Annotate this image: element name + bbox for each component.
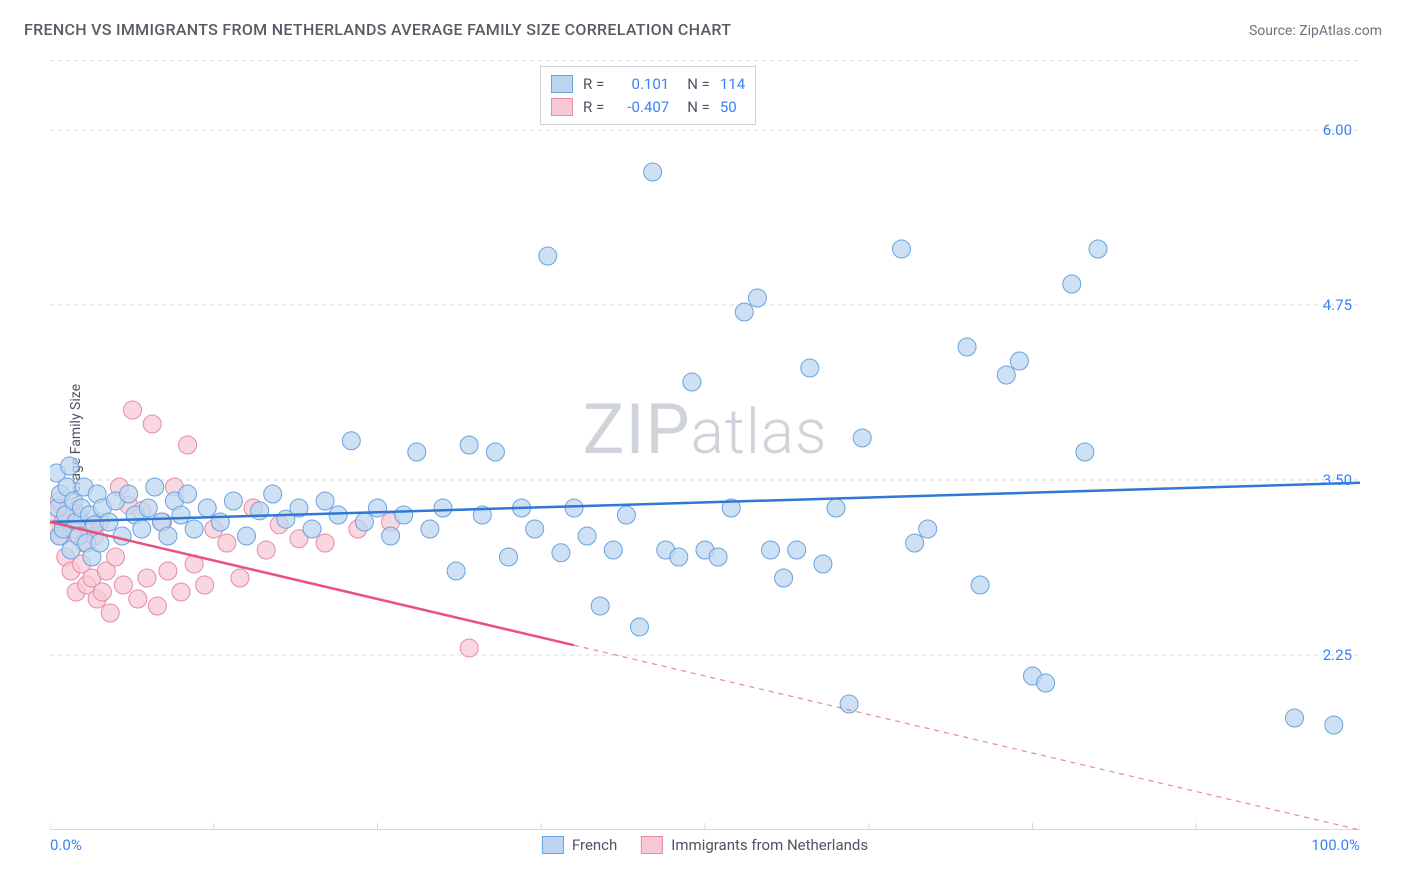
plot-area: ZIPatlas R =0.101N =114R =-0.407N =50 Fr… — [50, 60, 1360, 830]
legend-series-item: Immigrants from Netherlands — [641, 836, 868, 854]
legend-swatch — [641, 836, 663, 854]
legend-swatch — [551, 98, 573, 116]
legend-swatch — [551, 75, 573, 93]
chart-svg — [50, 60, 1360, 830]
legend-r-label: R = — [583, 73, 604, 96]
source-citation: Source: ZipAtlas.com — [1249, 23, 1382, 39]
legend-correlation-row: R = 0.101 N = 114 — [551, 73, 745, 96]
y-tick-label: 2.25 — [1323, 646, 1352, 664]
legend-swatch — [542, 836, 564, 854]
legend-correlation-row: R = -0.407 N = 50 — [551, 96, 745, 119]
legend-r-label: R = — [583, 96, 604, 119]
y-tick-label: 4.75 — [1323, 296, 1352, 314]
legend-r-value: -0.407 — [614, 96, 669, 119]
legend-series-label: French — [572, 836, 617, 854]
legend-n-value: 114 — [720, 73, 745, 96]
legend-series-item: French — [542, 836, 617, 854]
x-tick-label: 100.0% — [1311, 836, 1360, 854]
y-tick-label: 6.00 — [1323, 121, 1352, 139]
legend-n-value: 50 — [720, 96, 737, 119]
legend-correlation-box: R = 0.101 N = 114 R = -0.407 N = 50 — [540, 66, 756, 125]
source-label: Source: — [1249, 23, 1299, 39]
legend-n-label: N = — [687, 73, 710, 96]
legend-series-label: Immigrants from Netherlands — [671, 836, 868, 854]
source-link[interactable]: ZipAtlas.com — [1299, 23, 1382, 39]
legend-series: French Immigrants from Netherlands — [542, 836, 868, 854]
x-tick-label: 0.0% — [50, 836, 82, 854]
legend-r-value: 0.101 — [614, 73, 669, 96]
chart-title: FRENCH VS IMMIGRANTS FROM NETHERLANDS AV… — [24, 20, 731, 39]
title-bar: FRENCH VS IMMIGRANTS FROM NETHERLANDS AV… — [24, 20, 1382, 39]
y-tick-label: 3.50 — [1323, 471, 1352, 489]
legend-n-label: N = — [687, 96, 710, 119]
